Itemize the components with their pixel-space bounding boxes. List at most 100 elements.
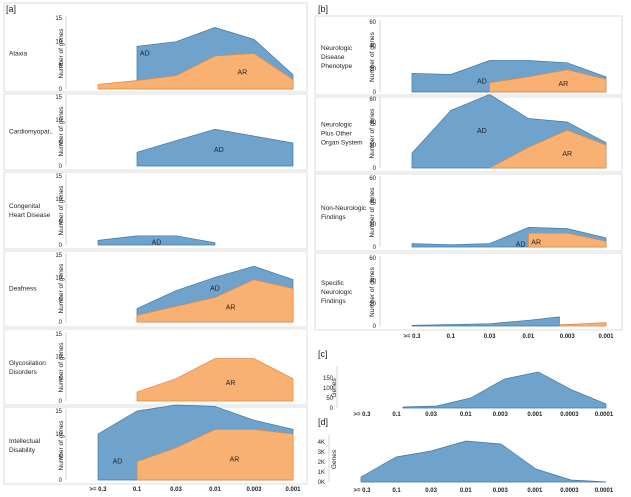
x-tick-label-b: 0.1 bbox=[447, 334, 456, 340]
y-tick-label: 4K bbox=[318, 440, 325, 446]
x-tick-label-c: 0.001 bbox=[527, 412, 543, 418]
y-tick-label: 20 bbox=[369, 143, 376, 149]
row-label: Intellectual bbox=[9, 438, 41, 445]
series-area-ar bbox=[489, 69, 607, 93]
chart-a-0: 0 5 10 15 Number of genes AD AR Ataxia bbox=[9, 16, 294, 93]
series-area-ad bbox=[411, 316, 560, 327]
y-tick-label: 3K bbox=[318, 450, 325, 456]
x-tick-label-d: 0.0003 bbox=[560, 488, 579, 494]
series-area-ar bbox=[559, 322, 607, 327]
y-tick-label: 60 bbox=[369, 97, 376, 103]
row-label: Neurologic bbox=[321, 45, 353, 52]
row-label: Disability bbox=[9, 447, 36, 454]
row-label: Cardiomyopat.. bbox=[9, 129, 53, 136]
y-tick-label: 40 bbox=[369, 120, 376, 126]
row-label: Glycosilation bbox=[9, 360, 46, 367]
y-tick-label: 0 bbox=[373, 245, 377, 251]
y-tick-label: 40 bbox=[369, 279, 376, 285]
x-tick-label-c: 0.01 bbox=[460, 412, 472, 418]
y-tick-label: 10 bbox=[55, 197, 62, 203]
row-label: Findings bbox=[321, 214, 346, 221]
y-tick-label: 5 bbox=[59, 298, 63, 304]
row-frame bbox=[3, 406, 308, 485]
x-tick-label-a: 0.001 bbox=[285, 487, 301, 493]
y-tick-label: 0 bbox=[373, 90, 377, 96]
y-axis-label: Number of genes bbox=[58, 28, 65, 79]
y-tick-label: 0 bbox=[330, 406, 334, 412]
x-tick-label-a: 0.1 bbox=[133, 487, 142, 493]
row-label: Heart Disease bbox=[9, 212, 51, 219]
row-frame bbox=[314, 252, 623, 331]
y-axis-label: Number of genes bbox=[58, 185, 65, 236]
panel-label-b: [b] bbox=[318, 4, 328, 14]
x-tick-label-c: 0.003 bbox=[493, 412, 509, 418]
y-axis-label: Number of genes bbox=[58, 420, 65, 471]
chart-d-11: 0K 1K 2K 3K 4K Genes bbox=[318, 435, 607, 486]
y-tick-label: 0 bbox=[59, 243, 63, 249]
y-tick-label: 100 bbox=[323, 386, 334, 392]
y-tick-label: 5 bbox=[59, 377, 63, 383]
y-tick-label: 10 bbox=[55, 275, 62, 281]
y-axis-label: Number of genes bbox=[369, 266, 376, 317]
y-tick-label: 5 bbox=[59, 455, 63, 461]
chart-a-4: 0 5 10 15 Number of genes AR Glycosilation Diso… bbox=[9, 332, 294, 405]
series-area-ar bbox=[136, 358, 294, 402]
row-label: Neurologic bbox=[321, 122, 353, 129]
y-tick-label: 15 bbox=[55, 174, 62, 180]
x-tick-label-c: 0.0003 bbox=[560, 412, 579, 418]
y-axis-label: Number of genes bbox=[369, 31, 376, 82]
row-frame bbox=[314, 96, 623, 173]
series-area-ar bbox=[136, 429, 294, 481]
x-tick-label-d: 0.1 bbox=[392, 488, 401, 494]
series-label-ad: AD bbox=[516, 242, 526, 249]
x-tick-label-b: 0.03 bbox=[484, 334, 496, 340]
series-label-ar: AR bbox=[226, 380, 236, 387]
y-tick-label: 20 bbox=[369, 67, 376, 73]
series-label-ad: AD bbox=[113, 459, 123, 466]
y-tick-label: 15 bbox=[55, 16, 62, 22]
x-tick-label-a: 0.003 bbox=[246, 487, 262, 493]
x-tick-label-b: 0.001 bbox=[598, 334, 614, 340]
row-frame bbox=[3, 93, 308, 171]
series-area-genes bbox=[402, 371, 607, 409]
y-tick-label: 40 bbox=[369, 43, 376, 49]
y-tick-label: 20 bbox=[369, 301, 376, 307]
y-tick-label: 15 bbox=[55, 253, 62, 259]
y-tick-label: 60 bbox=[369, 256, 376, 262]
chart-b-9: 0 20 40 60 Number of genes Specific Neurologic… bbox=[321, 256, 607, 330]
y-tick-label: 5 bbox=[59, 63, 63, 69]
y-tick-label: 5 bbox=[59, 220, 63, 226]
y-axis-label: Number of genes bbox=[369, 187, 376, 238]
chart-a-5: 0 5 10 15 Number of genes AD AR Intellectual Dis… bbox=[9, 404, 294, 484]
chart-a-2: 0 5 10 15 Number of genes AD Congenital Heart D… bbox=[9, 174, 216, 249]
chart-b-6: 0 20 40 60 Number of genes AD AR Neurologic Dise… bbox=[321, 20, 607, 96]
chart-a-1: 0 5 10 15 Number of genes AD Cardiomyopat.. bbox=[9, 95, 294, 170]
row-frame bbox=[3, 171, 308, 250]
y-tick-label: 60 bbox=[369, 176, 376, 182]
row-frame bbox=[3, 250, 308, 328]
x-tick-label-b: >= 0.3 bbox=[403, 334, 421, 340]
panel-label-d: [d] bbox=[318, 417, 328, 427]
series-area-ar bbox=[528, 232, 607, 248]
series-label-ar: AR bbox=[562, 151, 572, 158]
y-axis-label: Number of genes bbox=[58, 263, 65, 314]
y-axis-label: Genes bbox=[331, 449, 338, 469]
series-label-ad: AD bbox=[152, 240, 162, 247]
row-label: Deafness bbox=[9, 286, 37, 293]
series-label-ad: AD bbox=[477, 128, 487, 135]
series-label-ar: AR bbox=[226, 305, 236, 312]
y-tick-label: 150 bbox=[323, 376, 334, 382]
y-axis-label: Number of genes bbox=[369, 108, 376, 159]
y-tick-label: 15 bbox=[55, 409, 62, 415]
series-area-genes bbox=[360, 440, 607, 483]
row-label: Findings bbox=[321, 298, 346, 305]
row-label: Specific bbox=[321, 280, 345, 287]
row-label: Neurologic bbox=[321, 289, 353, 296]
y-tick-label: 10 bbox=[55, 354, 62, 360]
row-frame bbox=[314, 15, 623, 96]
series-area-ar bbox=[136, 279, 294, 323]
y-tick-label: 20 bbox=[369, 222, 376, 228]
y-tick-label: 1K bbox=[318, 470, 325, 476]
series-label-ad: AD bbox=[477, 79, 487, 86]
row-frame bbox=[3, 328, 308, 406]
